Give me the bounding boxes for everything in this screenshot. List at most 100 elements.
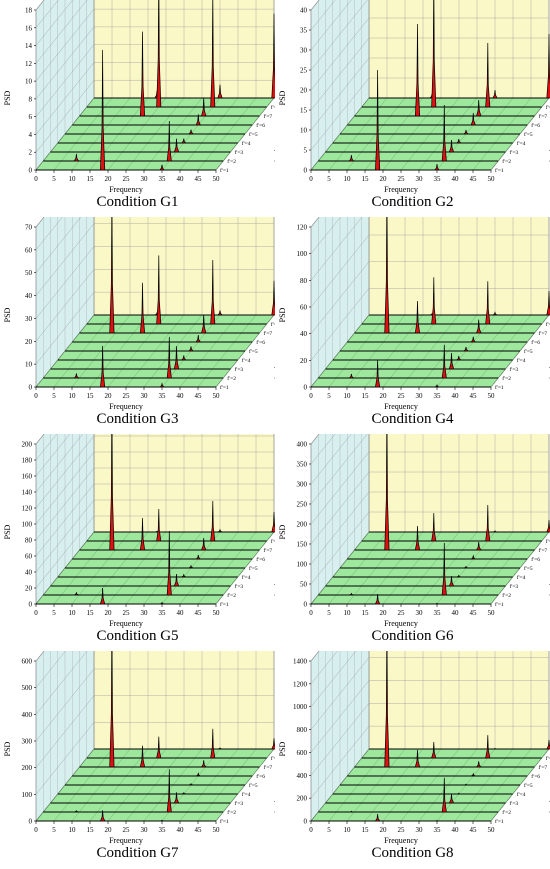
x-tick-label: 50 bbox=[488, 392, 496, 400]
psd-peak bbox=[139, 517, 146, 551]
psd-peak bbox=[462, 346, 470, 352]
psd-peak bbox=[441, 104, 447, 162]
x-tick-label: 25 bbox=[398, 175, 406, 183]
x-tick-label: 30 bbox=[416, 392, 424, 400]
x-tick-label: 15 bbox=[362, 175, 370, 183]
depth-tick-label: f'=3 bbox=[235, 366, 244, 373]
x-tick-label: 5 bbox=[52, 175, 56, 183]
y-tick-label: 10 bbox=[25, 361, 33, 369]
depth-tick-label: f'=5 bbox=[249, 565, 258, 572]
chart-caption: Condition G3 bbox=[96, 411, 179, 427]
chart-panel: no jetf'=8f'=7f'=6f'=5f'=4f'=3f'=2f'=105… bbox=[0, 651, 275, 868]
y-tick-label: 250 bbox=[297, 501, 308, 509]
psd-peak bbox=[456, 792, 461, 795]
psd-peak bbox=[100, 49, 106, 171]
psd-peak bbox=[448, 575, 455, 587]
psd-peak bbox=[441, 542, 447, 596]
chart-panel: no jetf'=8f'=7f'=6f'=5f'=4f'=3f'=2f'=105… bbox=[275, 434, 550, 651]
x-tick-label: 5 bbox=[52, 392, 56, 400]
psd-peak bbox=[434, 602, 440, 605]
depth-tick-label: f'=7 bbox=[539, 764, 548, 771]
depth-tick-label: f'=8 bbox=[546, 755, 550, 762]
x-tick-label: 25 bbox=[123, 609, 131, 617]
x-tick-label: 15 bbox=[87, 175, 95, 183]
y-tick-label: 400 bbox=[297, 441, 308, 449]
z-axis-label: Dimensionless Excitation Frequency bbox=[273, 523, 275, 597]
z-axis-label: Dimensionless Excitation Frequency bbox=[273, 306, 275, 380]
psd-peak bbox=[210, 728, 216, 759]
x-tick-label: 10 bbox=[69, 826, 77, 834]
y-tick-label: 600 bbox=[22, 658, 33, 666]
psd-peak bbox=[384, 217, 390, 334]
y-tick-label: 100 bbox=[22, 791, 33, 799]
y-tick-label: 100 bbox=[297, 250, 308, 258]
x-tick-label: 10 bbox=[69, 609, 77, 617]
depth-tick-label: f'=6 bbox=[531, 773, 540, 780]
psd-peak bbox=[109, 651, 115, 768]
psd-peak bbox=[476, 319, 482, 334]
depth-tick-label: f'=1 bbox=[220, 818, 229, 825]
psd-peak bbox=[491, 311, 499, 316]
y-tick-label: 200 bbox=[22, 764, 33, 772]
y-tick-label: 180 bbox=[22, 457, 33, 465]
psd-peak bbox=[166, 120, 172, 162]
y-tick-label: 0 bbox=[304, 384, 308, 392]
y-tick-label: 0 bbox=[29, 601, 33, 609]
x-tick-label: 5 bbox=[327, 826, 331, 834]
x-tick-label: 40 bbox=[452, 826, 460, 834]
x-tick-label: 15 bbox=[362, 826, 370, 834]
y-tick-label: 200 bbox=[297, 795, 308, 803]
depth-tick-label: f'=4 bbox=[242, 791, 251, 798]
y-tick-label: 14 bbox=[25, 42, 33, 50]
depth-tick-label: f'=4 bbox=[242, 140, 251, 147]
x-tick-label: 25 bbox=[398, 392, 406, 400]
psd-peak bbox=[159, 601, 165, 605]
y-tick-label: 600 bbox=[297, 749, 308, 757]
y-tick-label: 60 bbox=[300, 304, 308, 312]
x-tick-label: 20 bbox=[105, 392, 113, 400]
depth-tick-label: f'=7 bbox=[539, 113, 548, 120]
x-tick-label: 45 bbox=[470, 392, 478, 400]
y-tick-label: 300 bbox=[297, 481, 308, 489]
y-tick-label: 20 bbox=[300, 357, 308, 365]
chart-panel: no jetf'=8f'=7f'=6f'=5f'=4f'=3f'=2f'=105… bbox=[275, 217, 550, 434]
y-tick-label: 1000 bbox=[293, 703, 308, 711]
psd-peak bbox=[216, 310, 224, 316]
x-tick-label: 30 bbox=[416, 826, 424, 834]
left-wall-gridline bbox=[310, 0, 336, 31]
x-tick-label: 15 bbox=[87, 392, 95, 400]
depth-tick-label: f'=8 bbox=[546, 321, 550, 328]
x-tick-label: 50 bbox=[213, 826, 221, 834]
psd-peak bbox=[195, 114, 201, 126]
depth-tick-label: f'=2 bbox=[227, 375, 236, 382]
psd-peak bbox=[156, 508, 162, 542]
psd-peak bbox=[74, 810, 79, 813]
x-tick-label: 45 bbox=[470, 826, 478, 834]
y-tick-label: 80 bbox=[300, 277, 308, 285]
psd-peak bbox=[434, 384, 440, 388]
x-tick-label: 5 bbox=[52, 609, 56, 617]
psd-peak bbox=[181, 792, 187, 795]
depth-tick-label: f'=4 bbox=[517, 357, 526, 364]
x-tick-label: 15 bbox=[362, 609, 370, 617]
psd-peak bbox=[271, 738, 275, 750]
depth-tick-label: f'=8 bbox=[546, 104, 550, 111]
chart-caption: Condition G1 bbox=[96, 194, 179, 210]
psd-peak bbox=[374, 814, 381, 822]
psd-peak bbox=[156, 0, 162, 108]
x-tick-label: 0 bbox=[309, 175, 313, 183]
psd-peak bbox=[156, 736, 162, 759]
x-axis-label: Frequency bbox=[109, 402, 143, 411]
psd-peak bbox=[475, 761, 482, 768]
depth-tick-label: f'=3 bbox=[510, 366, 519, 373]
psd-peak bbox=[139, 31, 146, 117]
psd-waterfall-chart: no jetf'=8f'=7f'=6f'=5f'=4f'=3f'=2f'=105… bbox=[278, 217, 550, 411]
psd-peak bbox=[99, 810, 106, 822]
psd-peak bbox=[441, 777, 447, 813]
x-axis-label: Frequency bbox=[109, 619, 143, 628]
x-tick-label: 40 bbox=[177, 175, 185, 183]
depth-tick-label: f'=3 bbox=[510, 583, 519, 590]
depth-tick-label: f'=1 bbox=[220, 167, 229, 174]
y-axis-label: PSD bbox=[278, 307, 287, 322]
psd-peak bbox=[195, 554, 202, 560]
